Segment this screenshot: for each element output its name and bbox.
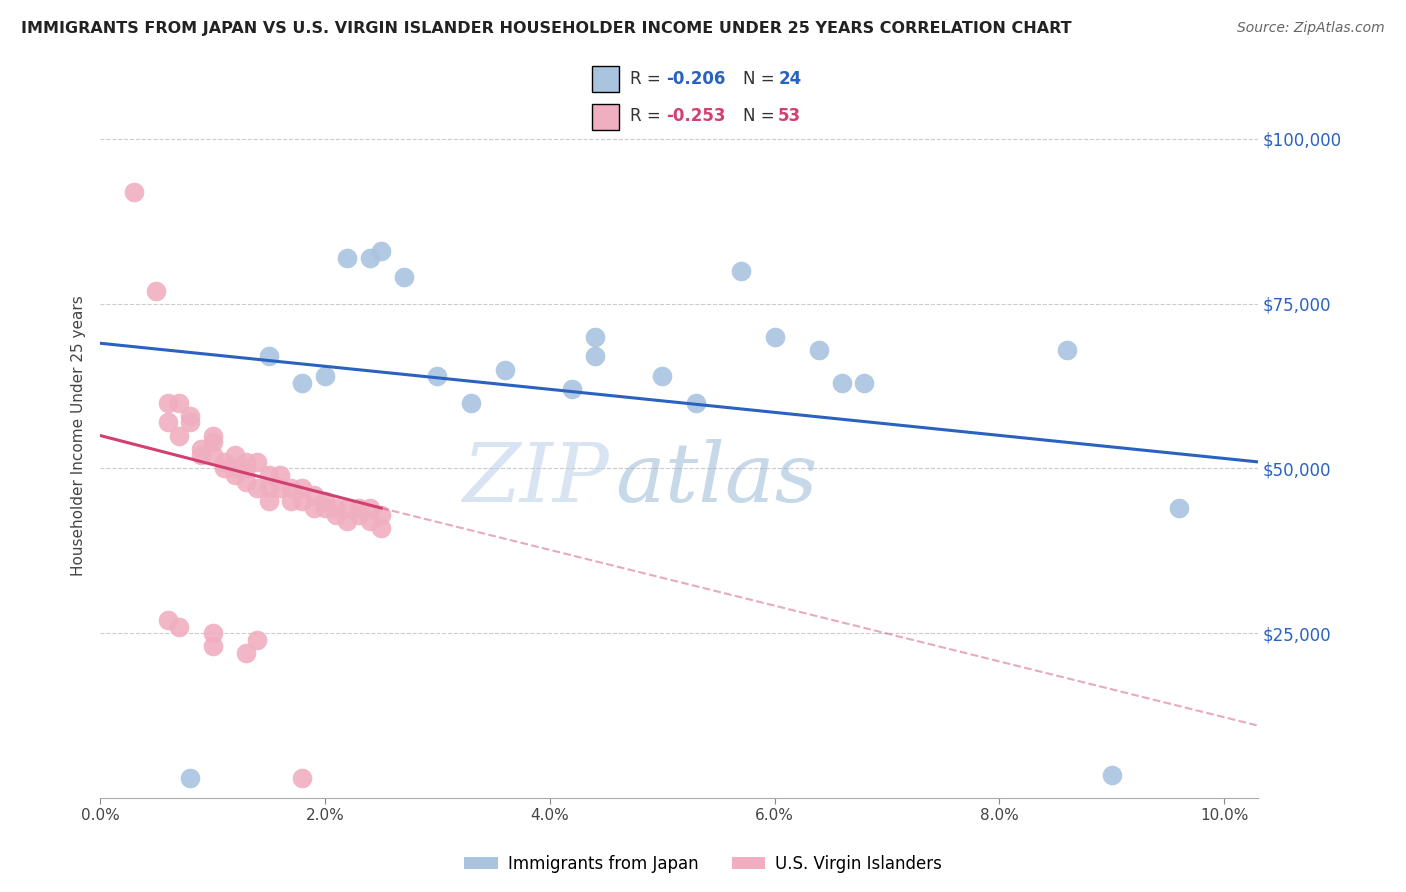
Point	[235, 461, 257, 475]
Point	[212, 455, 235, 469]
Text: N =: N =	[742, 70, 779, 88]
Point	[167, 428, 190, 442]
Text: IMMIGRANTS FROM JAPAN VS U.S. VIRGIN ISLANDER HOUSEHOLDER INCOME UNDER 25 YEARS : IMMIGRANTS FROM JAPAN VS U.S. VIRGIN ISL…	[21, 21, 1071, 36]
Point	[763, 329, 786, 343]
Point	[201, 626, 224, 640]
Point	[583, 329, 606, 343]
Point	[359, 251, 381, 265]
Point	[1056, 343, 1078, 357]
Point	[257, 481, 280, 495]
Point	[122, 185, 145, 199]
Point	[426, 369, 449, 384]
Point	[257, 468, 280, 483]
Point	[392, 270, 415, 285]
Point	[224, 468, 246, 483]
Point	[156, 415, 179, 429]
Point	[347, 508, 370, 522]
Point	[201, 428, 224, 442]
Point	[314, 494, 336, 508]
Point	[1101, 768, 1123, 782]
Point	[280, 494, 302, 508]
Point	[314, 369, 336, 384]
Point	[314, 501, 336, 516]
Point	[269, 481, 291, 495]
Point	[179, 772, 201, 786]
Point	[336, 514, 359, 528]
Point	[730, 264, 752, 278]
Legend: Immigrants from Japan, U.S. Virgin Islanders: Immigrants from Japan, U.S. Virgin Islan…	[457, 848, 949, 880]
Point	[167, 395, 190, 409]
Point	[201, 435, 224, 450]
Point	[370, 244, 392, 258]
Point	[201, 640, 224, 654]
Point	[302, 488, 325, 502]
Point	[291, 772, 314, 786]
Y-axis label: Householder Income Under 25 years: Householder Income Under 25 years	[72, 295, 86, 576]
Point	[359, 501, 381, 516]
Point	[269, 468, 291, 483]
Text: -0.253: -0.253	[666, 107, 725, 125]
Point	[651, 369, 673, 384]
Point	[235, 475, 257, 489]
Point	[370, 508, 392, 522]
Point	[685, 395, 707, 409]
Point	[257, 494, 280, 508]
Point	[853, 376, 876, 390]
Text: ZIP: ZIP	[463, 439, 610, 519]
Point	[808, 343, 831, 357]
Point	[325, 508, 347, 522]
Point	[359, 514, 381, 528]
Point	[291, 481, 314, 495]
Point	[561, 383, 583, 397]
Point	[336, 251, 359, 265]
Text: N =: N =	[742, 107, 779, 125]
Point	[190, 448, 212, 462]
Point	[280, 481, 302, 495]
Point	[246, 632, 269, 647]
Text: R =: R =	[630, 70, 666, 88]
Point	[212, 461, 235, 475]
Point	[325, 501, 347, 516]
Point	[156, 613, 179, 627]
Point	[336, 501, 359, 516]
Point	[201, 448, 224, 462]
Text: R =: R =	[630, 107, 666, 125]
Point	[179, 415, 201, 429]
Point	[235, 646, 257, 660]
Point	[583, 350, 606, 364]
Point	[167, 620, 190, 634]
Point	[1168, 501, 1191, 516]
FancyBboxPatch shape	[592, 104, 619, 130]
Text: Source: ZipAtlas.com: Source: ZipAtlas.com	[1237, 21, 1385, 35]
Point	[302, 501, 325, 516]
Point	[257, 350, 280, 364]
Point	[347, 501, 370, 516]
Point	[179, 409, 201, 423]
Point	[190, 442, 212, 456]
FancyBboxPatch shape	[592, 66, 619, 92]
Point	[494, 362, 516, 376]
Point	[460, 395, 482, 409]
Text: 24: 24	[778, 70, 801, 88]
Text: 53: 53	[778, 107, 801, 125]
Point	[291, 494, 314, 508]
Point	[246, 455, 269, 469]
Point	[831, 376, 853, 390]
Point	[235, 455, 257, 469]
Point	[156, 395, 179, 409]
Point	[224, 448, 246, 462]
Point	[291, 376, 314, 390]
Point	[145, 284, 167, 298]
Text: -0.206: -0.206	[666, 70, 725, 88]
Point	[246, 481, 269, 495]
Text: atlas: atlas	[616, 439, 818, 519]
Point	[224, 461, 246, 475]
Point	[370, 521, 392, 535]
